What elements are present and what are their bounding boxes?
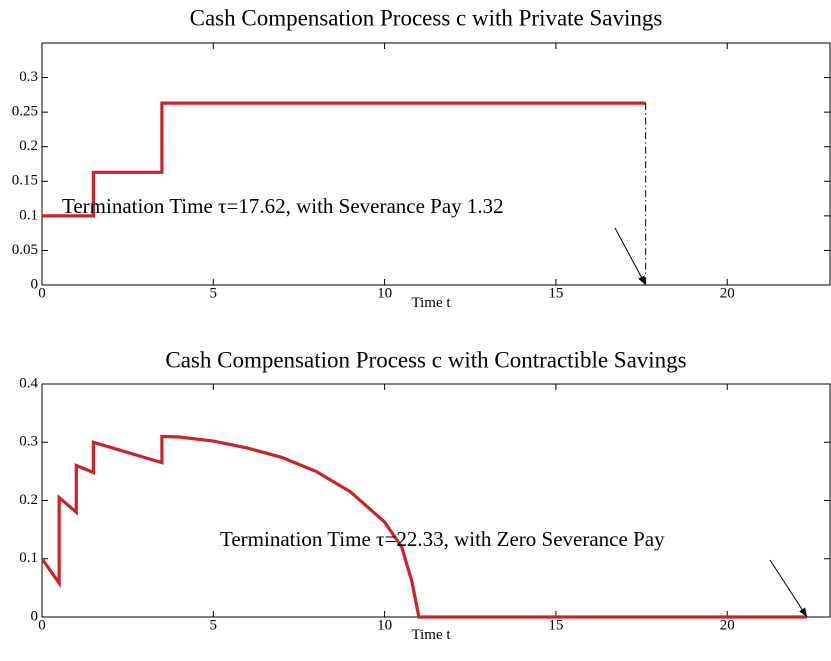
- plot-area: [41, 383, 831, 618]
- y-tick-label: 0.1: [19, 550, 38, 566]
- x-axis-label: Time t: [411, 627, 451, 643]
- y-tick-label: 0.15: [12, 173, 38, 189]
- y-tick-label: 0.25: [12, 104, 38, 120]
- y-tick-label: 0: [31, 276, 39, 292]
- x-tick-label: 15: [548, 285, 563, 301]
- y-tick-label: 0: [31, 608, 39, 624]
- x-tick-label: 20: [720, 617, 735, 633]
- data-line: [42, 101, 646, 218]
- x-tick-label: 5: [210, 617, 218, 633]
- y-tick-label: 0.2: [19, 492, 38, 508]
- chart-title: Cash Compensation Process c with Contrac…: [165, 347, 686, 372]
- x-axis-label: Time t: [411, 295, 451, 311]
- plot-area: [41, 42, 831, 286]
- y-tick-label: 0.3: [19, 434, 38, 450]
- y-tick-label: 0.2: [19, 138, 38, 154]
- annotation: Termination Time τ=17.62, with Severance…: [62, 194, 504, 218]
- y-tick-label: 0.05: [12, 242, 38, 258]
- y-tick-label: 0.3: [19, 69, 38, 85]
- x-tick-label: 10: [377, 617, 392, 633]
- annotation-arrow: [614, 227, 647, 286]
- x-tick-label: 15: [548, 617, 563, 633]
- annotation: Termination Time τ=22.33, with Zero Seve…: [220, 527, 665, 551]
- y-tick-label: 0.1: [19, 207, 38, 223]
- x-tick-label: 0: [38, 285, 46, 301]
- data-line: [40, 434, 808, 619]
- annotation-arrow: [769, 559, 808, 618]
- y-tick-label: 0.4: [19, 375, 38, 391]
- chart-title: Cash Compensation Process c with Private…: [190, 5, 663, 30]
- x-tick-label: 20: [720, 285, 735, 301]
- x-tick-label: 5: [210, 285, 218, 301]
- x-tick-label: 10: [377, 285, 392, 301]
- x-tick-label: 0: [38, 617, 46, 633]
